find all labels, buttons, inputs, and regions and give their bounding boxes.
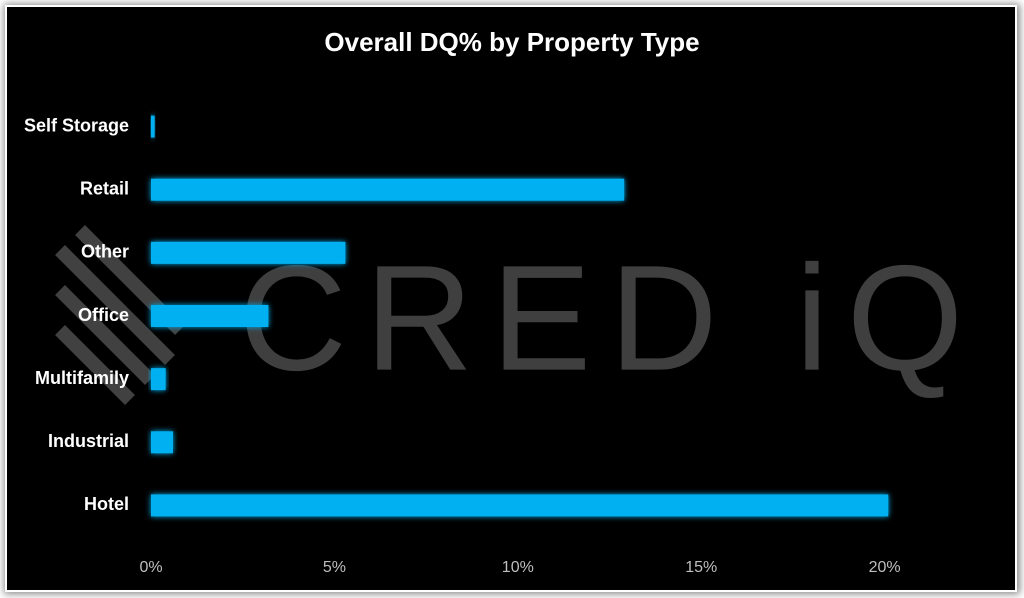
bar — [151, 368, 166, 391]
y-tick-label: Multifamily — [35, 368, 129, 388]
chart-area — [5, 5, 1017, 592]
bar — [151, 241, 346, 264]
y-tick-label: Other — [81, 242, 129, 262]
x-tick-label: 10% — [502, 559, 534, 576]
y-tick-label: Office — [78, 305, 129, 325]
bar — [151, 494, 889, 517]
chart-title: Overall DQ% by Property Type — [324, 27, 699, 57]
x-tick-label: 0% — [139, 559, 162, 576]
bar — [151, 431, 174, 454]
watermark: CRED iQ — [239, 234, 982, 402]
x-tick-label: 5% — [323, 559, 346, 576]
y-tick-label: Industrial — [48, 431, 129, 451]
y-tick-label: Hotel — [84, 494, 129, 514]
y-tick-label: Self Storage — [24, 115, 129, 135]
x-tick-label: 20% — [869, 559, 901, 576]
x-tick-label: 15% — [685, 559, 717, 576]
bar — [151, 305, 269, 327]
bar — [151, 178, 625, 201]
y-tick-label: Retail — [80, 178, 129, 198]
bar — [151, 115, 155, 138]
